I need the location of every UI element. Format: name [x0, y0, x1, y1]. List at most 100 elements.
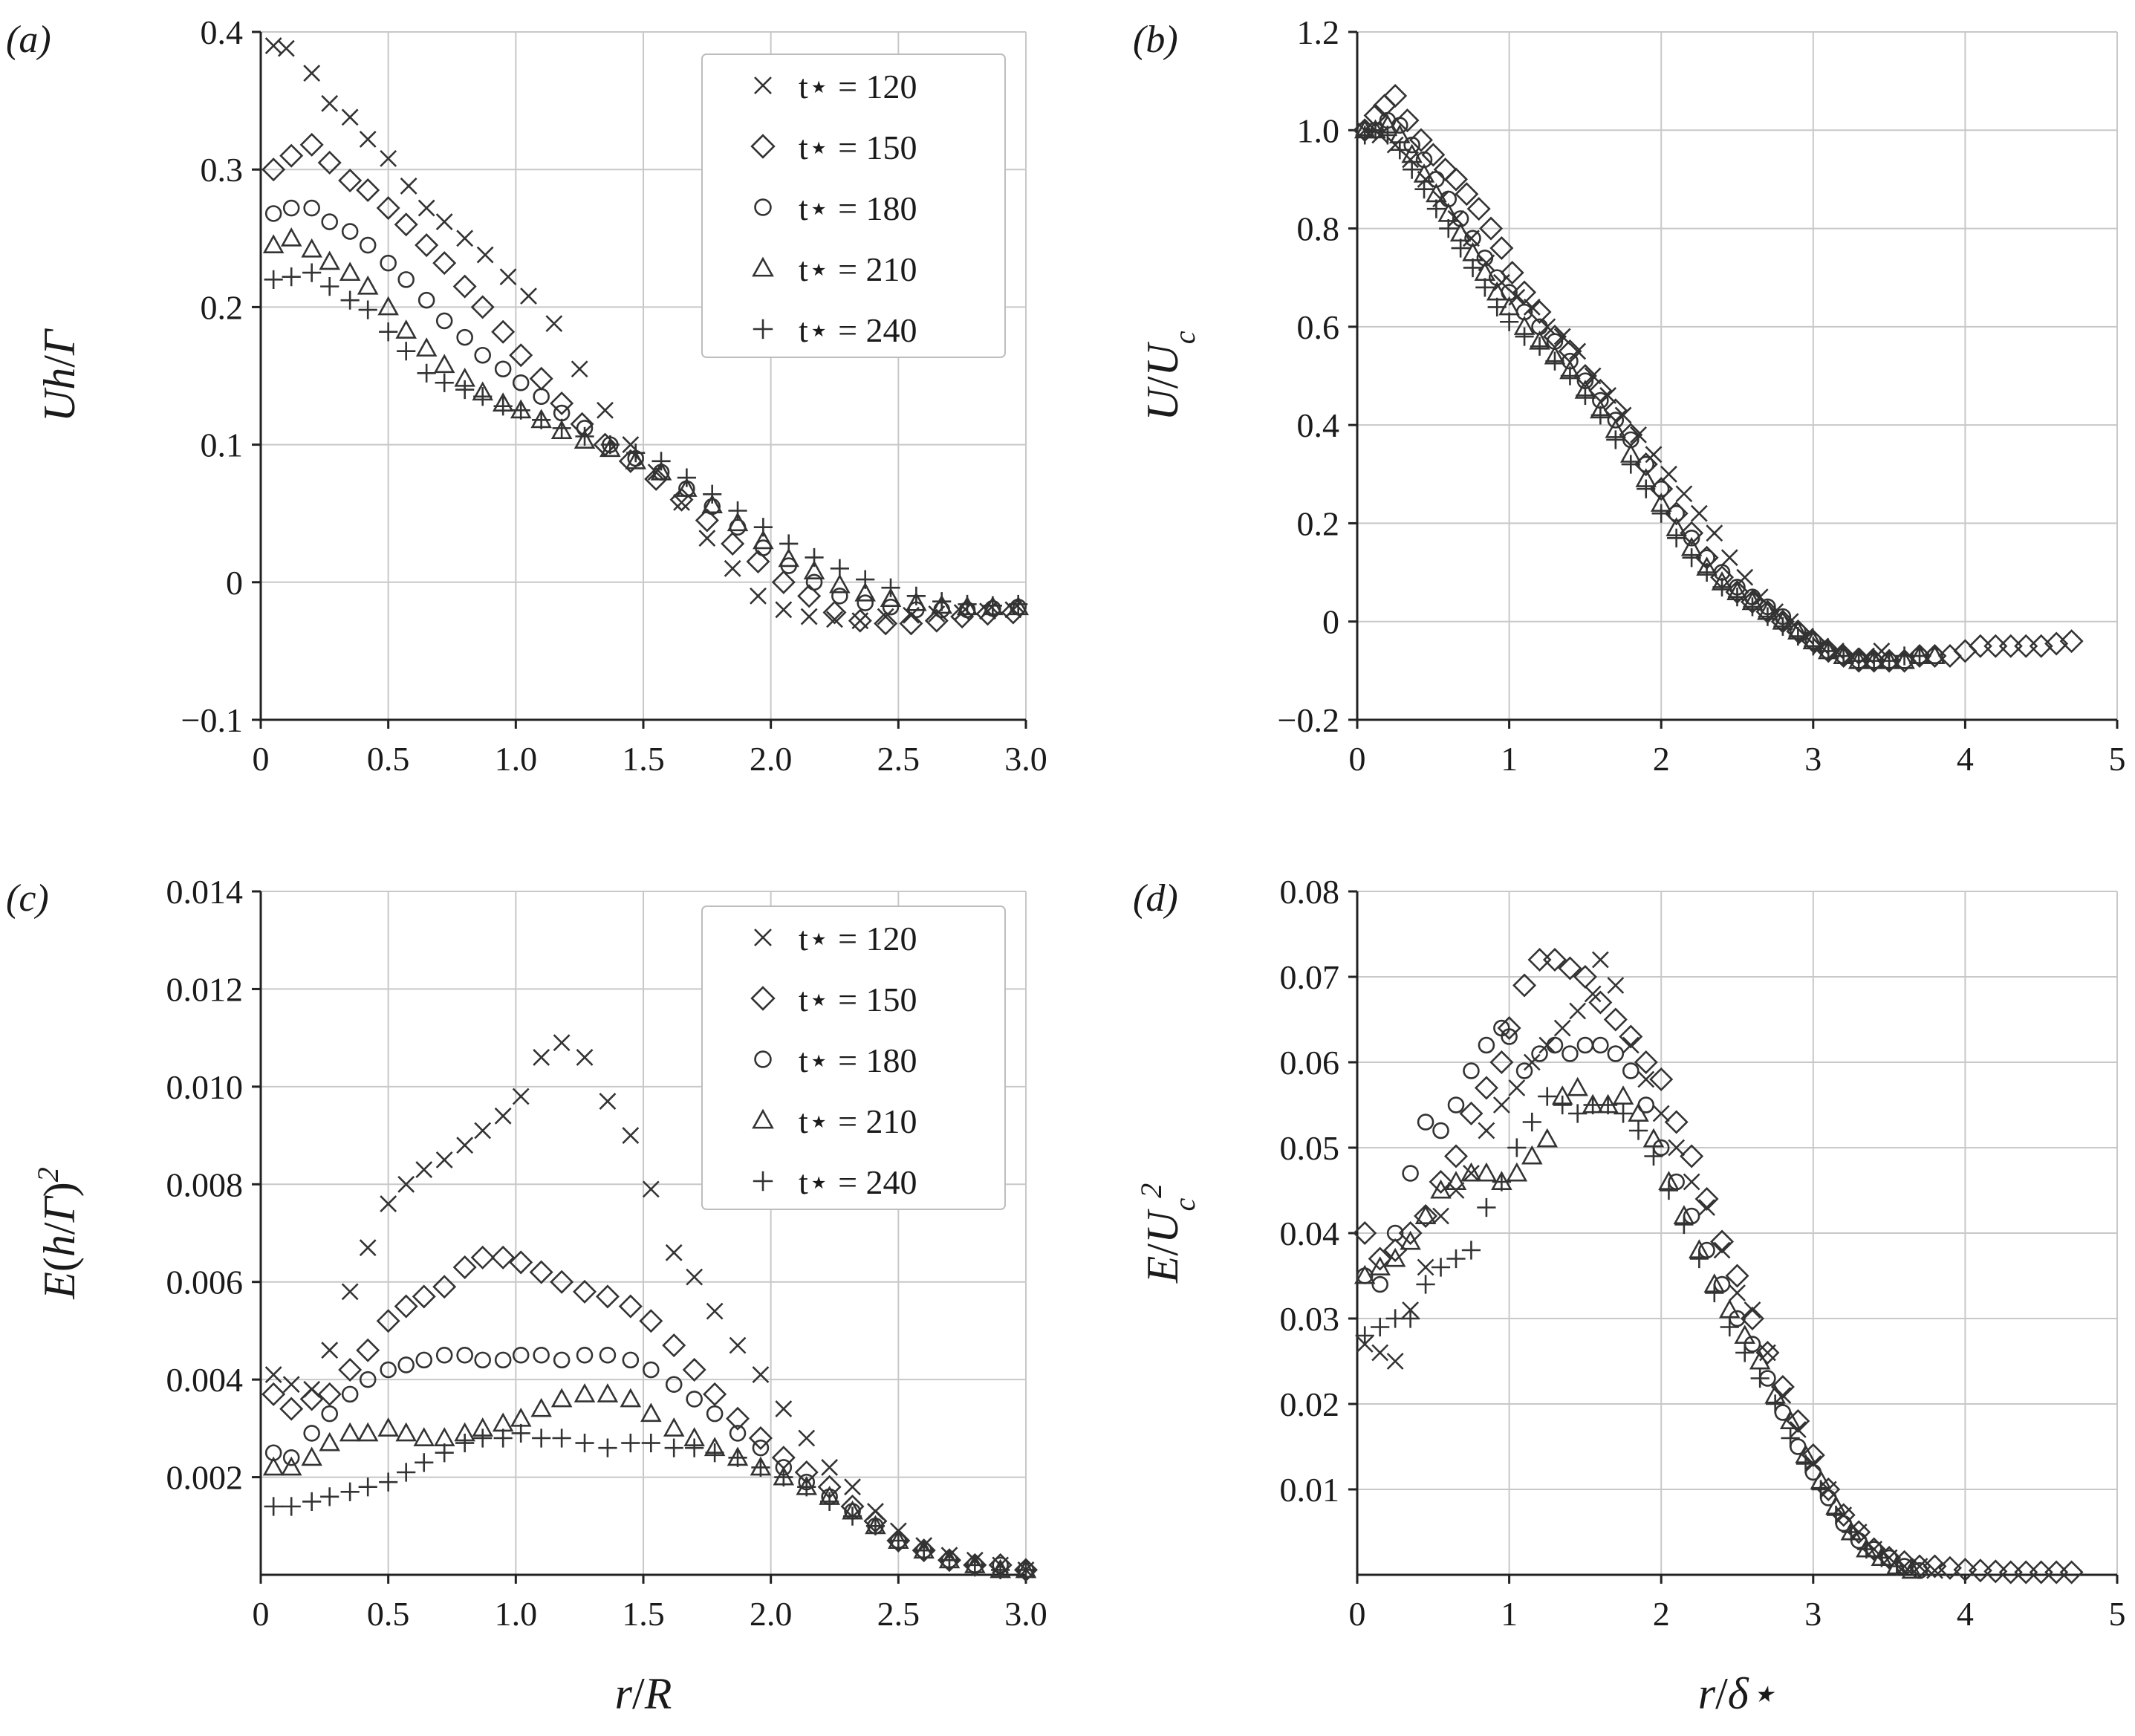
- data-point-x: [341, 108, 359, 126]
- data-point-circle: [321, 213, 338, 230]
- data-point-triangle: [597, 1383, 619, 1402]
- data-point-diamond: [299, 132, 324, 157]
- legend-label: t⋆ = 180: [799, 1041, 917, 1079]
- data-point-triangle: [413, 1427, 435, 1446]
- data-point-diamond: [550, 1270, 574, 1294]
- data-point-triangle: [676, 478, 698, 497]
- y-tick-label: 1.0: [1297, 111, 1340, 149]
- data-point-triangle: [301, 238, 322, 258]
- x-tick-label: 1.0: [495, 1595, 538, 1633]
- data-point-triangle: [1521, 1145, 1543, 1165]
- data-point-diamond: [509, 1250, 533, 1275]
- x-tick-label: 0: [253, 1595, 270, 1633]
- data-point-plus: [1500, 312, 1519, 331]
- data-point-plus: [1667, 528, 1686, 547]
- data-point-x: [1637, 1070, 1655, 1088]
- data-point-plus: [805, 547, 824, 568]
- data-point-diamond: [822, 600, 847, 625]
- data-point-x: [303, 65, 321, 82]
- data-point-plus: [753, 518, 773, 537]
- data-point-plus: [1750, 1368, 1770, 1388]
- data-point-plus: [958, 594, 977, 614]
- data-point-x: [599, 1093, 617, 1110]
- data-point-plus: [751, 1457, 770, 1477]
- data-point-triangle: [640, 1402, 662, 1423]
- y-tick-label: 0.4: [1297, 406, 1340, 444]
- x-tick-label: 2.5: [877, 740, 920, 778]
- data-point-circle: [882, 598, 900, 616]
- data-point-plus: [888, 1531, 908, 1550]
- data-point-diamond: [2059, 1560, 2084, 1584]
- data-point-plus: [1697, 562, 1717, 582]
- x-axis-label: r/R: [615, 1669, 672, 1718]
- data-point-plus: [1390, 140, 1409, 160]
- series-plus: [1355, 120, 1929, 671]
- data-point-x: [750, 587, 767, 605]
- x-tick-label: 3.0: [1004, 1595, 1047, 1633]
- data-point-diamond: [899, 611, 923, 636]
- data-point-diamond: [509, 343, 533, 368]
- data-point-triangle: [319, 250, 340, 270]
- data-point-circle: [380, 1361, 397, 1379]
- data-point-plus: [302, 263, 322, 282]
- data-point-x: [1789, 1421, 1807, 1438]
- data-point-diamond: [1573, 964, 1597, 989]
- data-point-plus: [600, 435, 620, 455]
- data-point-triangle: [1628, 1102, 1649, 1122]
- y-tick-label: 0.08: [1280, 873, 1340, 911]
- data-point-diamond: [570, 412, 594, 436]
- data-point-plus: [1439, 218, 1458, 238]
- data-point-x: [1432, 1207, 1449, 1225]
- data-point-x: [800, 608, 818, 625]
- data-point-x: [673, 493, 690, 511]
- data-point-diamond: [1395, 108, 1420, 133]
- data-point-diamond: [595, 1284, 620, 1309]
- data-point-diamond: [1603, 1007, 1628, 1032]
- data-point-x: [1736, 568, 1754, 586]
- data-point-triangle: [377, 296, 399, 316]
- legend-box: [701, 906, 1006, 1210]
- data-point-x: [456, 230, 474, 247]
- data-point-diamond: [1725, 1264, 1749, 1288]
- data-point-x: [597, 401, 614, 419]
- data-point-diamond: [376, 1309, 400, 1333]
- data-point-diamond: [1527, 300, 1552, 325]
- data-point-circle: [341, 223, 359, 240]
- data-point-diamond: [412, 1284, 436, 1309]
- data-point-diamond: [639, 1309, 663, 1333]
- y-tick-label: 0.4: [201, 13, 244, 51]
- data-point-x: [752, 1366, 770, 1383]
- data-point-circle: [397, 271, 415, 288]
- data-point-circle: [1463, 1062, 1480, 1079]
- data-point-plus: [1735, 1343, 1755, 1362]
- x-tick-label: 1.5: [622, 1595, 665, 1633]
- series-triangle: [1354, 114, 1946, 669]
- data-point-plus: [1463, 258, 1483, 278]
- data-point-x: [706, 1302, 724, 1320]
- data-point-plus: [621, 1433, 640, 1453]
- data-point-plus: [264, 1497, 283, 1516]
- data-point-plus: [358, 1477, 377, 1497]
- data-point-x: [1729, 1284, 1746, 1301]
- y-tick-label: 0.05: [1280, 1129, 1340, 1167]
- data-point-x: [1584, 985, 1602, 1003]
- data-point-circle: [1402, 1165, 1419, 1182]
- data-point-circle: [359, 236, 377, 254]
- data-point-diamond: [452, 1255, 477, 1280]
- data-point-plus: [575, 426, 594, 446]
- data-point-circle: [512, 374, 530, 391]
- data-point-triangle: [530, 1397, 552, 1417]
- data-point-circle: [576, 1347, 594, 1364]
- data-point-plus: [1788, 626, 1807, 646]
- legend: t⋆ = 120 t⋆ = 150 t⋆ = 180 t⋆ = 210 t⋆ = 240: [701, 906, 1006, 1210]
- data-point-circle: [1592, 1036, 1609, 1054]
- data-point-x: [698, 530, 716, 547]
- data-point-plus: [1659, 1180, 1679, 1200]
- x-tick-label: 0: [1349, 1595, 1366, 1633]
- data-point-x: [826, 611, 843, 628]
- data-point-diamond: [376, 196, 400, 221]
- data-point-diamond: [1383, 83, 1408, 108]
- data-point-plus: [1727, 588, 1747, 607]
- data-point-plus: [532, 1428, 551, 1448]
- data-point-plus: [779, 534, 799, 553]
